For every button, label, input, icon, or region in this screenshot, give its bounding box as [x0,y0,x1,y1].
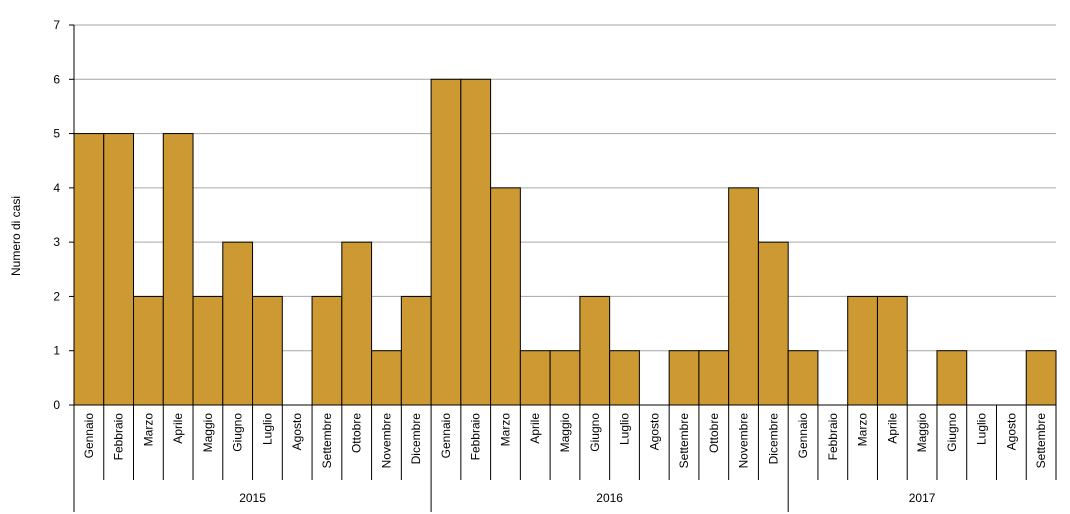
bar [1025,350,1057,406]
year-label: 2017 [909,491,936,505]
x-category-label: Aprile [171,413,185,444]
x-category-label: Giugno [945,413,959,452]
x-category-label: Febbraio [826,413,840,461]
x-category-label: Maggio [558,413,572,453]
bar [73,133,105,406]
x-category-label: Luglio [975,413,989,445]
x-category-label: Agosto [647,413,661,451]
x-category-label: Maggio [915,413,929,453]
x-category-label: Novembre [737,413,751,469]
bar [371,350,402,406]
bar [103,133,135,406]
year-group-labels: 2015 2016 2017 [239,491,936,505]
x-category-label: Febbraio [469,413,483,461]
x-category-label: Settembre [320,413,334,469]
bar [936,350,968,406]
bar [728,187,759,406]
bar [252,295,283,406]
bar [609,350,640,406]
x-category-label: Marzo [498,413,512,447]
bar [222,241,254,406]
x-category-label: Gennaio [439,413,453,459]
x-category-label: Agosto [1004,413,1018,451]
x-category-label: Gennaio [796,413,810,459]
x-category-label: Novembre [379,413,393,469]
year-label: 2016 [596,491,623,505]
y-tick-label: 2 [53,289,60,303]
bar [490,187,521,406]
bar [400,295,432,406]
y-axis-title: Numero di casi [9,196,23,276]
x-category-label: Settembre [1034,413,1048,469]
x-category-label: Marzo [141,413,155,447]
x-category-label: Maggio [201,413,215,453]
bar [876,295,908,406]
x-category-label: Luglio [618,413,632,445]
x-category-label: Aprile [528,413,542,444]
x-category-label: Giugno [588,413,602,452]
bar [192,295,224,406]
y-tick-label: 6 [53,72,60,86]
y-tick-label: 7 [53,18,60,32]
bar [430,78,462,406]
y-tick-label: 1 [53,344,60,358]
bar [847,295,878,406]
bar [549,350,581,406]
bars-group [73,78,1057,406]
x-category-label: Dicembre [409,413,423,465]
y-tick-labels: 0 1 2 3 4 5 6 7 [53,18,60,412]
x-category-label: Settembre [677,413,691,469]
x-category-label: Febbraio [112,413,126,461]
axes-group [69,24,1057,512]
bar [162,133,194,406]
y-tick-label: 5 [53,127,60,141]
x-category-label: Aprile [885,413,899,444]
x-category-label: Dicembre [766,413,780,465]
bar [698,350,730,406]
bar [757,241,789,406]
year-label: 2015 [239,491,266,505]
bar [668,350,700,406]
bar [133,295,164,406]
bar [787,350,819,406]
bar [341,241,373,406]
x-category-label: Giugno [231,413,245,452]
bar [460,78,492,406]
bar [579,295,611,406]
y-tick-label: 3 [53,235,60,249]
y-tick-label: 0 [53,398,60,412]
x-category-label: Gennaio [82,413,96,459]
x-category-label: Luglio [260,413,274,445]
bar [519,350,551,406]
x-category-labels: Gennaio Febbraio Marzo Aprile Maggio Giugno Lu… [82,413,1048,469]
y-tick-label: 4 [53,181,60,195]
x-category-label: Agosto [290,413,304,451]
x-category-label: Ottobre [707,413,721,453]
bar [311,295,343,406]
x-category-label: Marzo [856,413,870,447]
x-category-label: Ottobre [350,413,364,453]
